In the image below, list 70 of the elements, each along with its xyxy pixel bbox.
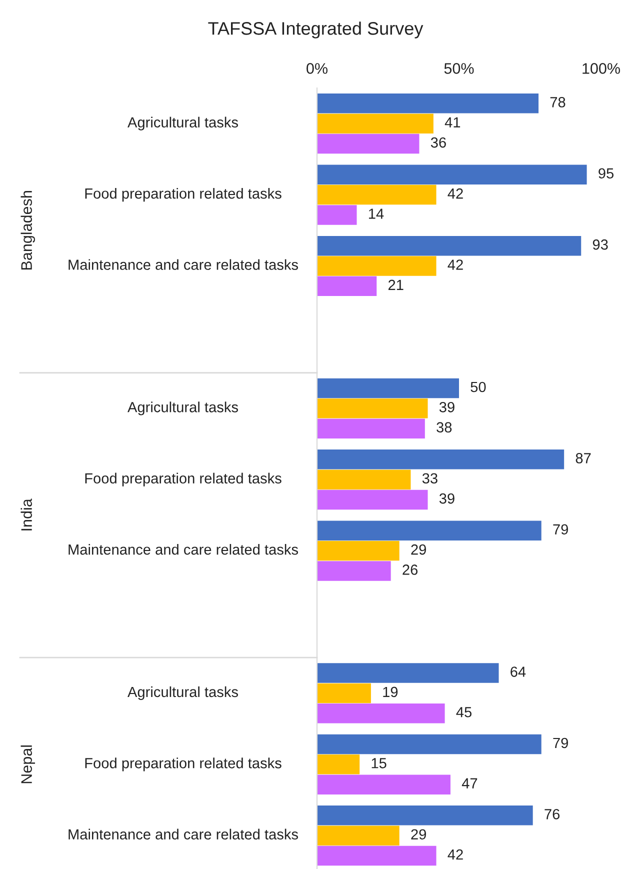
data-label: 95 [598, 168, 614, 179]
data-label: 42 [448, 260, 463, 270]
y-tick-label: Maintenance and care related tasks [68, 544, 298, 555]
y-tick-label: Food preparation related tasks [85, 472, 282, 486]
bar [317, 418, 425, 438]
data-label: 36 [430, 137, 446, 148]
data-label: 42 [448, 188, 463, 199]
data-label: 29 [411, 544, 426, 555]
bar [317, 663, 499, 683]
bar [317, 806, 533, 826]
data-label: 79 [553, 524, 568, 535]
bar [317, 164, 587, 185]
y-tick-label: Maintenance and care related tasks [68, 259, 298, 270]
bar [317, 205, 357, 225]
bar [317, 703, 445, 724]
bar [317, 470, 411, 490]
data-label: 33 [422, 473, 438, 484]
y-tick-label: Agricultural tasks [128, 402, 238, 416]
data-label: 78 [550, 97, 566, 108]
bar [317, 520, 542, 541]
y-tick-label: Food preparation related tasks [85, 188, 282, 202]
data-label: 79 [553, 738, 568, 748]
data-label: 38 [436, 422, 452, 432]
data-label: 47 [462, 778, 478, 788]
data-label: 41 [444, 117, 460, 128]
bar [317, 754, 360, 774]
bar [317, 826, 400, 846]
data-label: 45 [456, 707, 472, 718]
bar [317, 450, 564, 470]
data-label: 50 [470, 382, 486, 392]
x-tick-label: 100% [582, 63, 620, 74]
bar [317, 398, 428, 418]
y-axis-title: India [20, 498, 32, 530]
data-label: 64 [510, 666, 526, 677]
data-label: 39 [439, 402, 454, 412]
x-tick-label: 0% [306, 63, 328, 74]
y-axis-title: Bangladesh [20, 191, 35, 270]
y-tick-label: Food preparation related tasks [85, 758, 282, 772]
bar [317, 114, 434, 134]
bar [317, 846, 436, 866]
bar [317, 540, 400, 561]
bar [317, 276, 377, 296]
y-tick-label: Agricultural tasks [128, 116, 238, 130]
data-label: 42 [448, 849, 463, 860]
data-label: 76 [544, 809, 560, 820]
y-tick-label: Maintenance and care related tasks [68, 828, 298, 840]
bar [317, 184, 436, 205]
data-label: 93 [592, 239, 608, 250]
data-label: 26 [402, 564, 418, 575]
bar [317, 774, 450, 794]
data-label: 87 [576, 453, 591, 464]
data-label: 39 [439, 493, 454, 504]
data-label: 21 [388, 280, 404, 290]
bar [317, 561, 391, 581]
data-label: 15 [372, 758, 386, 768]
y-axis-title: Nepal [20, 745, 35, 784]
bar [317, 490, 428, 510]
bar [317, 94, 539, 114]
data-label: 19 [383, 686, 398, 698]
bar [317, 134, 420, 154]
bar [317, 378, 459, 398]
x-tick-label: 50% [444, 63, 474, 74]
data-label: 29 [411, 829, 426, 840]
bar [317, 236, 582, 256]
bar [317, 683, 371, 704]
y-tick-label: Agricultural tasks [128, 686, 238, 700]
data-label: 14 [368, 208, 384, 219]
bar [317, 734, 542, 754]
bar [317, 256, 436, 276]
chart-title: TAFSSA Integrated Survey [208, 22, 424, 38]
